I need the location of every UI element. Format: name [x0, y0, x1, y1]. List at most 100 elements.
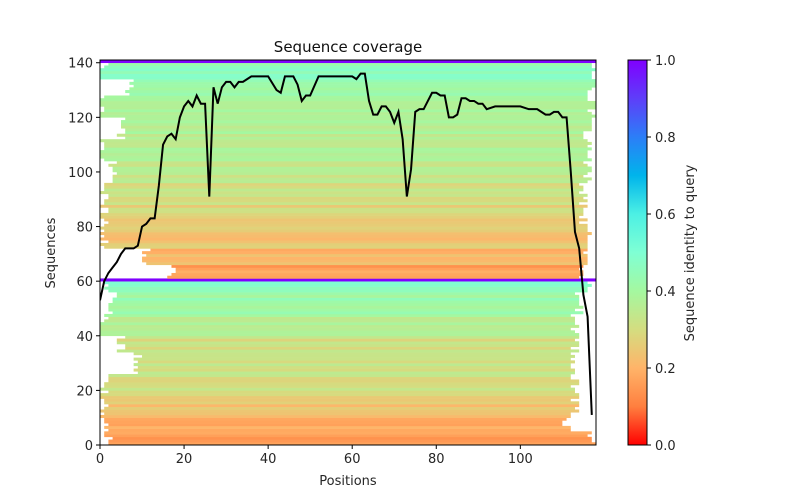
alignment-row — [116, 171, 588, 175]
alignment-row — [100, 232, 592, 236]
alignment-row — [104, 141, 592, 145]
y-tick-label: 120 — [68, 111, 93, 126]
alignment-row — [112, 169, 592, 173]
alignment-row — [100, 215, 580, 219]
alignment-row — [104, 417, 567, 421]
alignment-row — [133, 368, 575, 372]
alignment-row — [100, 76, 592, 80]
alignment-row — [112, 311, 584, 315]
alignment-row — [112, 177, 592, 181]
alignment-row — [100, 393, 580, 397]
alignment-row — [121, 120, 592, 124]
query-row — [100, 60, 596, 64]
alignment-row — [116, 349, 580, 353]
alignment-row — [125, 128, 592, 132]
alignment-row — [100, 114, 596, 118]
alignment-row — [100, 395, 580, 399]
alignment-row — [100, 150, 588, 154]
alignment-row — [104, 158, 592, 162]
alignment-row — [100, 152, 588, 156]
alignment-row — [171, 272, 584, 277]
alignment-row — [137, 360, 575, 364]
alignment-row — [116, 292, 575, 296]
alignment-row — [137, 365, 571, 369]
alignment-row — [104, 398, 571, 402]
alignment-row — [104, 420, 563, 424]
alignment-row — [116, 294, 580, 298]
x-axis-label: Positions — [319, 474, 377, 489]
alignment-row — [100, 68, 596, 72]
y-tick-label: 60 — [76, 275, 93, 290]
alignment-row — [100, 226, 588, 230]
x-axis-ticks: 0 20 40 60 80 100 — [96, 445, 533, 467]
alignment-row — [125, 117, 592, 121]
alignment-row — [121, 122, 592, 126]
alignment-row — [137, 371, 575, 375]
y-axis-label: Sequences — [44, 217, 59, 288]
alignment-row — [125, 136, 584, 140]
alignment-row — [100, 155, 588, 159]
alignment-row — [104, 319, 575, 323]
x-tick-label: 80 — [428, 452, 445, 467]
alignment-row — [104, 147, 592, 151]
alignment-row — [104, 313, 571, 317]
alignment-row — [108, 308, 575, 312]
alignment-row — [108, 303, 580, 307]
y-tick-label: 100 — [68, 166, 93, 181]
alignment-row — [108, 62, 592, 66]
alignment-row — [146, 253, 588, 257]
alignment-row — [129, 81, 596, 85]
alignment-row — [104, 384, 571, 388]
alignment-row — [104, 281, 588, 285]
alignment-row — [104, 188, 584, 192]
alignment-row — [104, 144, 588, 148]
alignment-row — [100, 414, 571, 418]
y-tick-label: 140 — [68, 57, 93, 72]
alignment-row — [112, 174, 584, 178]
alignment-row — [108, 207, 584, 211]
colorbar-ticks: 0.0 0.2 0.4 0.6 0.8 1.0 — [647, 54, 676, 454]
coverage-line — [100, 72, 593, 416]
alignment-row — [104, 201, 580, 206]
alignment-row — [133, 357, 571, 361]
alignment-row — [100, 387, 575, 391]
alignment-row — [142, 259, 588, 263]
alignment-row — [142, 256, 588, 260]
alignment-row — [108, 428, 571, 432]
alignment-row — [108, 379, 580, 383]
alignment-row — [133, 84, 596, 88]
alignment-row — [125, 130, 584, 135]
y-tick-label: 20 — [76, 384, 93, 399]
alignment-row — [100, 70, 592, 74]
alignment-row — [133, 79, 596, 83]
alignment-row — [116, 338, 575, 342]
alignment-row — [104, 95, 588, 99]
coverage-heatmap — [100, 60, 596, 445]
alignment-row — [108, 221, 580, 225]
alignment-row — [100, 204, 588, 208]
alignment-row — [108, 163, 588, 167]
alignment-row — [104, 425, 571, 429]
x-tick-label: 40 — [260, 452, 277, 467]
alignment-row — [108, 210, 584, 214]
colorbar-tick-label: 0.0 — [655, 439, 676, 454]
alignment-row — [142, 251, 584, 255]
alignment-row — [171, 264, 584, 268]
alignment-row — [125, 335, 580, 339]
y-axis-ticks: 0 20 40 60 80 100 120 140 — [68, 57, 100, 454]
alignment-row — [108, 439, 592, 443]
alignment-row — [104, 382, 580, 386]
alignment-row — [100, 327, 571, 331]
alignment-row — [104, 182, 580, 186]
colorbar — [627, 59, 648, 446]
alignment-row — [100, 242, 588, 246]
alignment-row — [100, 100, 596, 104]
alignment-row — [100, 139, 588, 143]
alignment-row — [121, 125, 592, 129]
alignment-row — [108, 442, 596, 445]
alignment-row — [146, 262, 588, 266]
alignment-row — [100, 330, 575, 334]
alignment-row — [104, 109, 588, 113]
alignment-row — [100, 73, 592, 77]
alignment-row — [100, 98, 588, 102]
